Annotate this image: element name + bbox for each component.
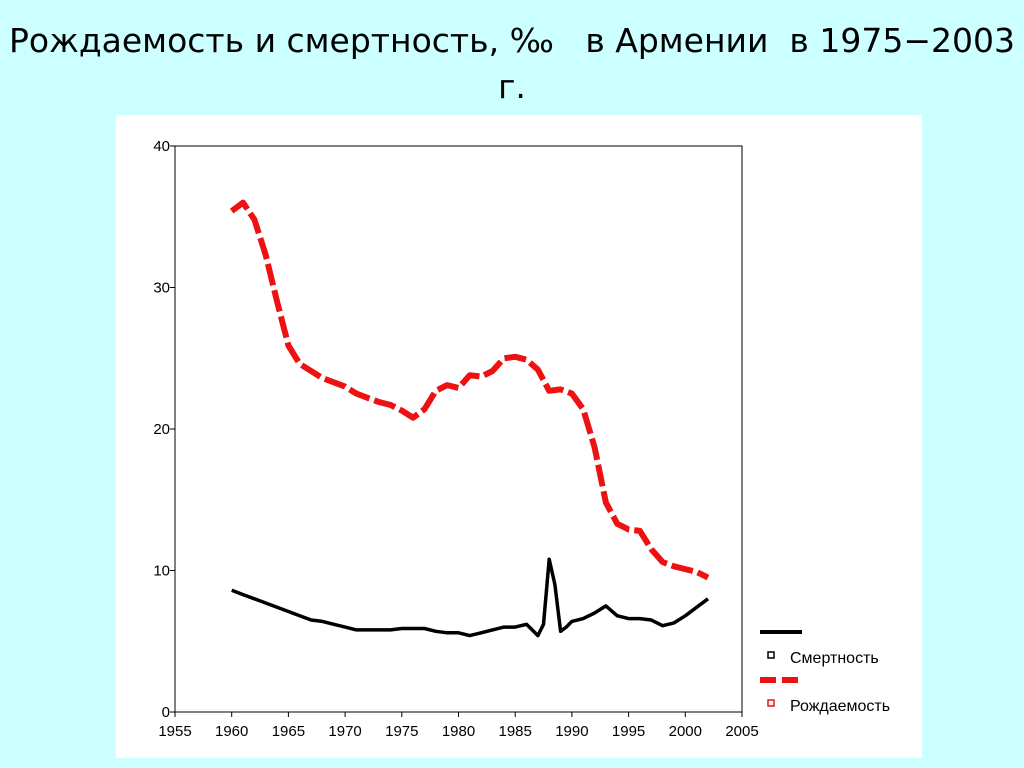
x-tick-label: 1990 xyxy=(555,723,588,740)
x-tick-label: 1975 xyxy=(385,723,418,740)
legend-birth-rate-marker xyxy=(767,699,775,707)
y-tick-label: 30 xyxy=(153,280,170,297)
slide-title: Рождаемость и смертность, ‰ в Армении в … xyxy=(0,18,1024,110)
slide-title-line-2: г. xyxy=(498,67,526,106)
legend-mortality-marker xyxy=(767,651,775,659)
x-tick-label: 1980 xyxy=(442,723,475,740)
x-tick-label: 1960 xyxy=(215,723,248,740)
chart-panel xyxy=(116,115,922,758)
x-tick-label: 2000 xyxy=(669,723,702,740)
birth-rate-line xyxy=(229,199,710,581)
y-tick-label: 0 xyxy=(162,704,170,721)
slide-title-line-1: Рождаемость и смертность, ‰ в Армении в … xyxy=(9,21,1015,60)
y-tick-label: 40 xyxy=(153,138,170,155)
x-tick-label: 1970 xyxy=(328,723,361,740)
y-tick-label: 20 xyxy=(153,421,170,438)
x-tick-label: 1995 xyxy=(612,723,645,740)
x-tick-label: 1985 xyxy=(499,723,532,740)
x-tick-label: 1955 xyxy=(158,723,191,740)
x-tick-label: 1965 xyxy=(272,723,305,740)
legend-birth-rate-label: Рождаемость xyxy=(790,698,890,715)
legend-mortality-label: Смертность xyxy=(790,650,879,667)
mortality-line xyxy=(231,557,710,638)
y-tick-label: 10 xyxy=(153,563,170,580)
x-tick-label: 2005 xyxy=(725,723,758,740)
